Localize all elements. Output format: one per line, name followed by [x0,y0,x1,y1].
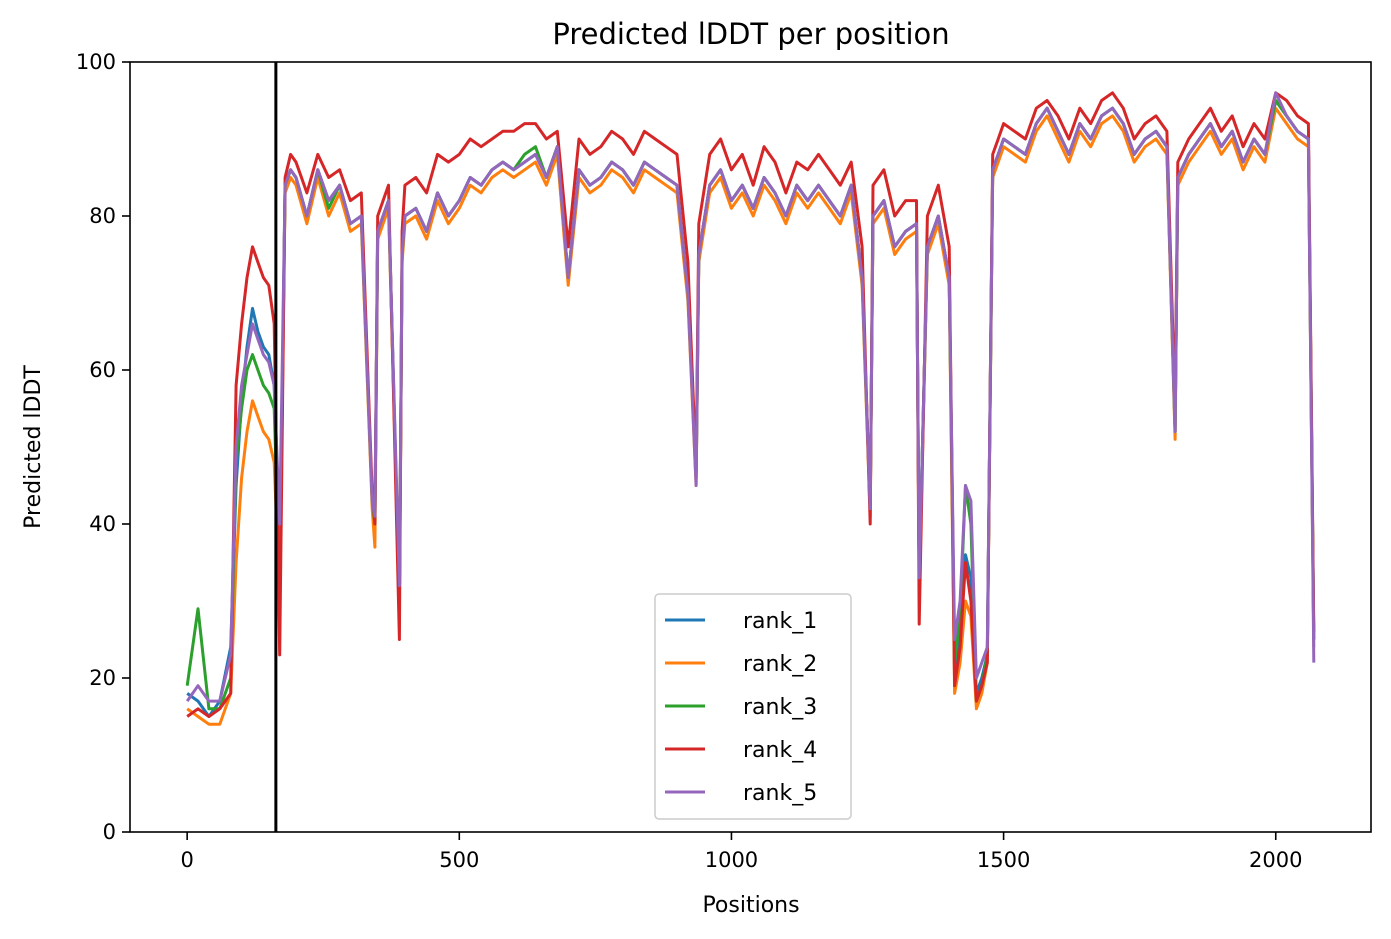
x-axis-label: Positions [702,893,799,918]
legend-label-rank_1: rank_1 [743,609,817,634]
series-line-rank_4 [186,91,1316,718]
chart-title: Predicted lDDT per position [552,17,949,51]
legend-box [654,593,852,820]
legend-label-rank_4: rank_4 [743,738,817,763]
y-tick-label: 20 [89,666,116,690]
x-tick-label: 0 [180,848,193,872]
y-tick-label: 80 [89,204,116,228]
y-tick-label: 40 [89,512,116,536]
series-line-rank_2 [186,106,1316,726]
y-tick-label: 100 [76,50,116,74]
legend-label-rank_5: rank_5 [743,781,817,806]
y-axis: 0 20 40 60 80 100 [76,50,130,844]
y-tick-label: 60 [89,358,116,382]
y-axis-label: Predicted lDDT [21,365,46,529]
y-tick-label: 0 [103,820,116,844]
x-axis: 0 500 1000 1500 2000 [180,832,1302,872]
x-tick-label: 1500 [977,848,1030,872]
x-tick-label: 2000 [1249,848,1302,872]
x-tick-label: 500 [439,848,479,872]
legend-label-rank_3: rank_3 [743,695,817,720]
series-layer [185,91,1316,726]
plot-frame [129,61,1372,833]
legend: rank_1 rank_2 rank_3 rank_4 rank_5 [654,593,852,820]
x-tick-label: 1000 [705,848,758,872]
series-line-rank_5 [185,91,1316,703]
legend-label-rank_2: rank_2 [743,652,817,677]
